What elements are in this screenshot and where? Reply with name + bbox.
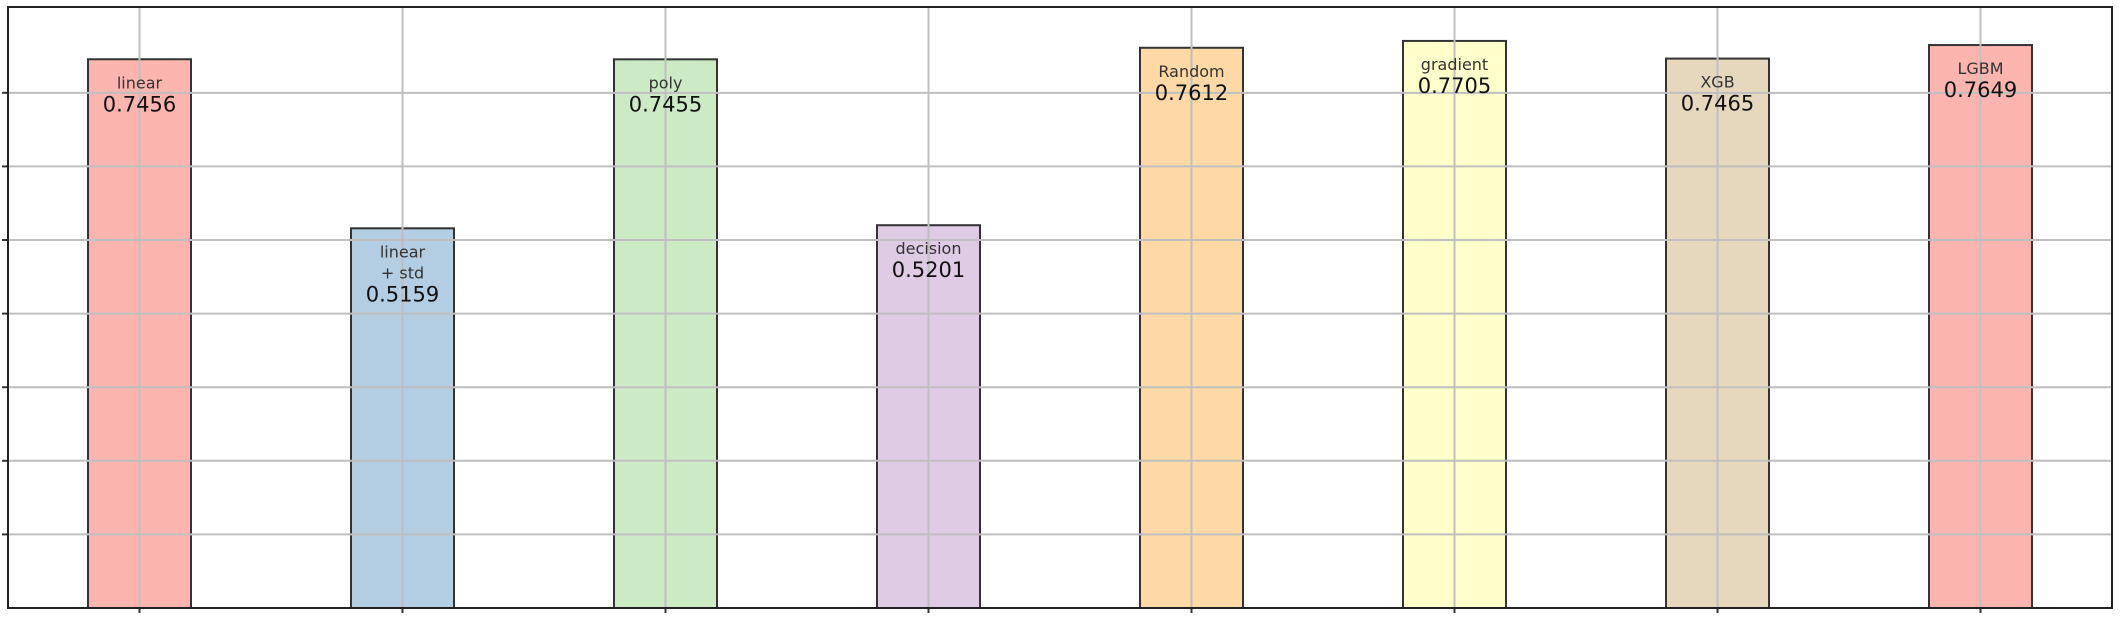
- bar-value-label-6: 0.7465: [1681, 92, 1754, 116]
- bar-value-label-3: 0.5201: [892, 258, 965, 282]
- bar-name-label-0: linear: [117, 73, 163, 92]
- bar-name-label-2: poly: [649, 73, 683, 92]
- bar-name-label-7: LGBM: [1957, 59, 2003, 78]
- bar-value-label-7: 0.7649: [1944, 78, 2017, 102]
- bar-name-label-5: gradient: [1421, 55, 1488, 74]
- bar-value-label-2: 0.7455: [629, 92, 702, 116]
- bar-name-label-3: decision: [896, 239, 962, 258]
- bar-value-label-5: 0.7705: [1418, 74, 1491, 98]
- bar-name-label-6: XGB: [1700, 73, 1734, 92]
- plot-area: [8, 7, 2112, 608]
- plot-frame: [7, 6, 2113, 609]
- bar-name-label-1-line-1: + std: [381, 263, 424, 282]
- bar-value-label-0: 0.7456: [103, 92, 176, 116]
- bar-value-label-1: 0.5159: [366, 282, 439, 306]
- bar-name-label-4: Random: [1158, 62, 1224, 81]
- bar-value-label-4: 0.7612: [1155, 81, 1228, 105]
- bar-name-label-1-line-0: linear: [380, 242, 426, 261]
